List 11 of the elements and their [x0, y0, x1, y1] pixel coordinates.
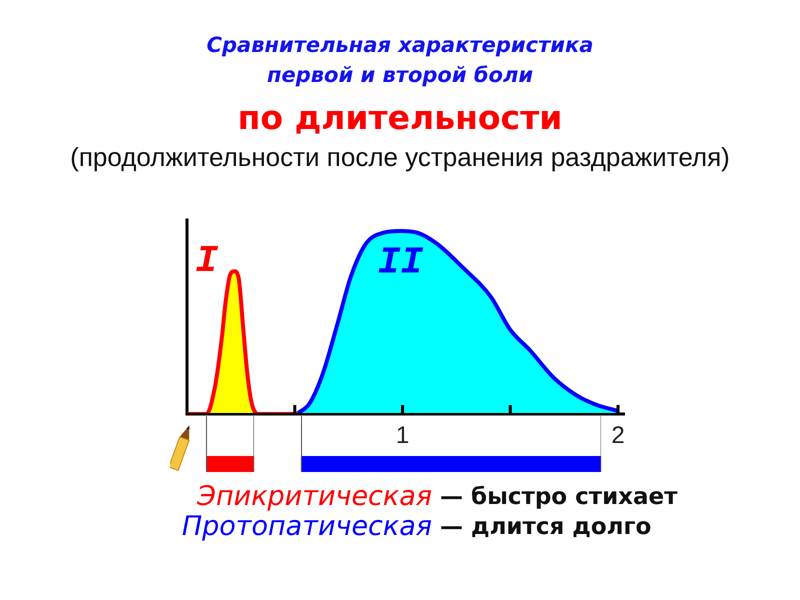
text: (продолжительности после устранения раздражителя): [69, 142, 731, 172]
series-label: II: [378, 242, 424, 285]
series-label: Протопатическая: [182, 511, 432, 542]
x-tick-label: 1: [396, 422, 410, 450]
series-label: I: [195, 240, 218, 283]
chart-title: Сравнительная характеристика первой и второй боли: [206, 32, 594, 89]
text: — быстро стихает: [440, 483, 678, 512]
series-label: Эпикритическая: [197, 481, 432, 512]
x-tick-label: 2: [611, 422, 625, 450]
text: — длится долго: [440, 513, 652, 542]
chart-subtitle: по длительности: [236, 98, 564, 137]
